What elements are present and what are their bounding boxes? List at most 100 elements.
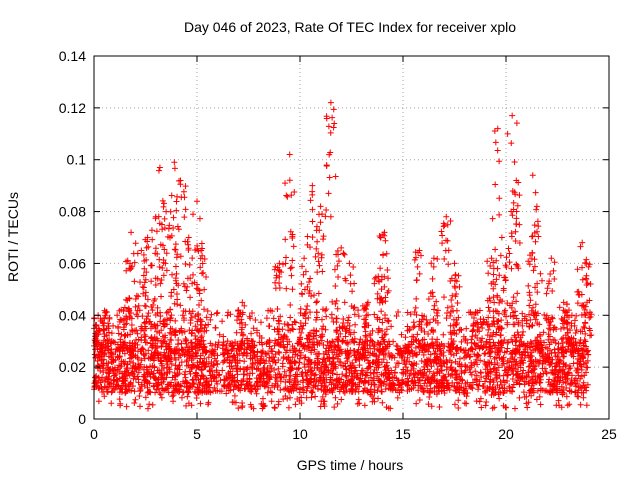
data-point <box>509 388 516 395</box>
data-point <box>106 383 113 390</box>
data-point <box>517 334 524 341</box>
data-point <box>583 402 590 409</box>
data-point <box>456 355 463 362</box>
data-point <box>173 291 180 298</box>
data-point <box>193 349 200 356</box>
data-point <box>530 267 537 274</box>
data-point <box>239 338 246 345</box>
data-point <box>197 255 204 262</box>
data-point <box>214 352 221 359</box>
data-point <box>430 328 437 335</box>
data-point <box>332 394 339 401</box>
data-point <box>463 393 470 400</box>
data-point <box>502 307 509 314</box>
data-point <box>209 347 216 354</box>
data-point <box>170 225 177 232</box>
data-point <box>557 325 564 332</box>
data-point <box>533 203 540 210</box>
data-point <box>469 328 476 335</box>
data-point <box>559 317 566 324</box>
data-point <box>440 352 447 359</box>
data-point <box>493 276 500 283</box>
data-point <box>141 327 148 334</box>
data-point <box>410 319 417 326</box>
data-point <box>564 402 571 409</box>
data-point <box>382 315 389 322</box>
data-point <box>266 339 273 346</box>
data-point <box>195 286 202 293</box>
data-point <box>520 367 527 374</box>
data-point <box>559 374 566 381</box>
data-point <box>131 327 138 334</box>
data-point <box>93 383 100 390</box>
data-point <box>100 322 107 329</box>
data-point <box>494 147 501 154</box>
data-point <box>453 307 460 314</box>
data-point <box>541 387 548 394</box>
data-point <box>140 350 147 357</box>
data-point <box>118 389 125 396</box>
data-point <box>586 297 593 304</box>
data-point <box>174 341 181 348</box>
data-point <box>405 382 412 389</box>
data-point <box>142 394 149 401</box>
data-point <box>347 331 354 338</box>
data-point <box>96 327 103 334</box>
y-tick-label: 0.08 <box>59 204 86 220</box>
data-point <box>266 376 273 383</box>
data-point <box>219 318 226 325</box>
data-point <box>429 293 436 300</box>
data-point <box>421 380 428 387</box>
data-point <box>398 369 405 376</box>
data-point <box>376 327 383 334</box>
data-point <box>313 309 320 316</box>
data-point <box>289 286 296 293</box>
data-point <box>188 314 195 321</box>
data-point <box>297 352 304 359</box>
data-point <box>462 336 469 343</box>
data-point <box>509 300 516 307</box>
data-point <box>213 369 220 376</box>
data-point <box>323 113 330 120</box>
data-point <box>414 263 421 270</box>
data-point <box>537 379 544 386</box>
data-point <box>410 365 417 372</box>
data-point <box>249 361 256 368</box>
data-point <box>141 355 148 362</box>
data-point <box>429 275 436 282</box>
data-point <box>579 239 586 246</box>
data-point <box>511 312 518 319</box>
data-point <box>146 380 153 387</box>
data-point <box>501 336 508 343</box>
y-tick-label: 0.1 <box>67 152 87 168</box>
data-point <box>521 393 528 400</box>
data-point <box>170 214 177 221</box>
data-point <box>584 280 591 287</box>
data-point <box>508 265 515 272</box>
data-point <box>348 370 355 377</box>
data-point <box>343 373 350 380</box>
data-point <box>550 370 557 377</box>
data-point <box>366 342 373 349</box>
data-point <box>379 328 386 335</box>
data-point <box>562 379 569 386</box>
data-point <box>307 197 314 204</box>
data-point <box>157 280 164 287</box>
data-point <box>485 314 492 321</box>
data-point <box>367 369 374 376</box>
data-point <box>161 246 168 253</box>
data-point <box>394 394 401 401</box>
data-point <box>317 365 324 372</box>
data-point <box>572 375 579 382</box>
data-point <box>374 314 381 321</box>
data-point <box>156 264 163 271</box>
data-point <box>558 336 565 343</box>
data-point <box>496 195 503 202</box>
data-point <box>474 319 481 326</box>
data-point <box>272 380 279 387</box>
data-point <box>116 368 123 375</box>
data-point <box>467 383 474 390</box>
data-point <box>219 367 226 374</box>
data-point <box>581 361 588 368</box>
